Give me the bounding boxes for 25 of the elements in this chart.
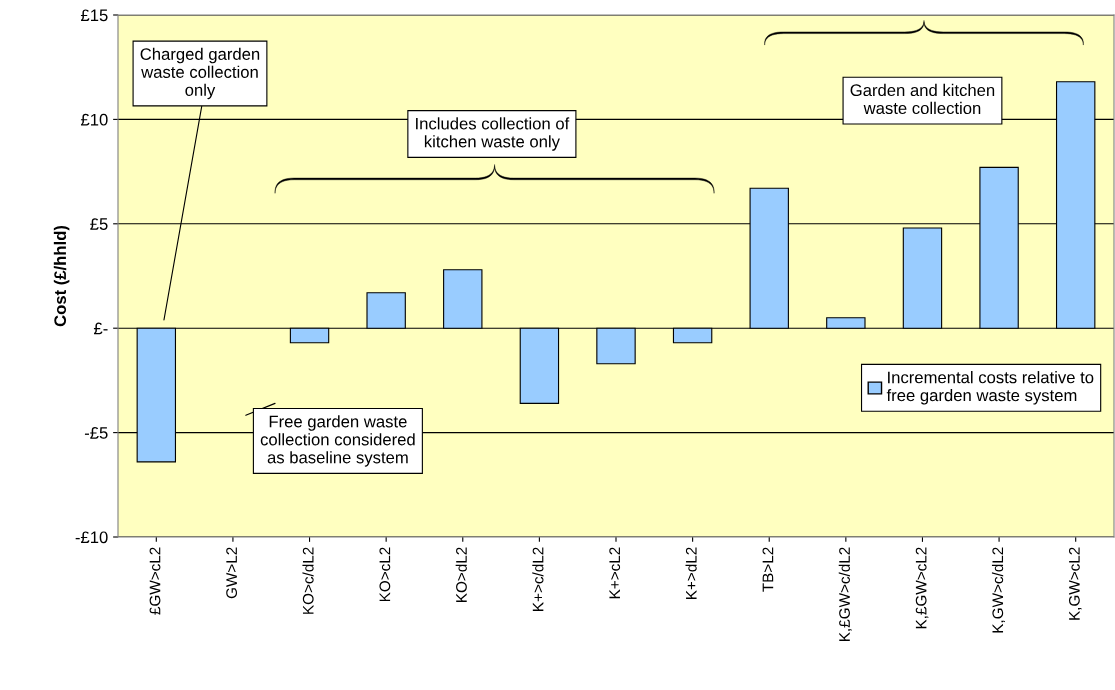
- x-tick-label: KO>cL2: [379, 547, 391, 602]
- x-tick-label: £GW>cL2: [149, 547, 161, 615]
- annotation: Free garden waste collection considered as baseline system: [260, 415, 415, 467]
- annotation: Includes collection of kitchen waste only: [416, 117, 570, 151]
- x-tick-label: K+>c/dL2: [532, 547, 544, 611]
- y-tick-label: -£5: [84, 427, 108, 439]
- x-tick-label: GW>L2: [226, 547, 238, 599]
- annotation: Charged garden waste collection only: [140, 47, 260, 100]
- y-tick-label: £15: [80, 9, 108, 22]
- x-tick-label: K,GW>cL2: [1068, 547, 1082, 620]
- x-tick-label: K,£GW>cL2: [915, 547, 929, 629]
- x-tick-label: KO>c/dL2: [302, 547, 314, 614]
- x-tick-label: KO>dL2: [455, 547, 467, 602]
- x-tick-label: K,GW>c/dL2: [991, 547, 1005, 633]
- y-axis-title: Cost (£/hhld): [53, 225, 70, 327]
- y-tick-label: £-: [93, 322, 108, 335]
- y-tick-label: -£10: [75, 531, 108, 544]
- legend-label: Incremental costs relative to free garden waste system: [886, 371, 1094, 405]
- y-tick-label: £5: [90, 218, 108, 230]
- x-tick-label: K+>cL2: [609, 547, 621, 599]
- x-tick-label: K+>dL2: [685, 547, 697, 599]
- x-tick-label: K,£GW>c/dL2: [838, 547, 852, 641]
- annotation: Garden and kitchen waste collection: [850, 83, 995, 115]
- y-tick-label: £10: [80, 113, 108, 126]
- x-tick-label: TB>L2: [762, 547, 774, 592]
